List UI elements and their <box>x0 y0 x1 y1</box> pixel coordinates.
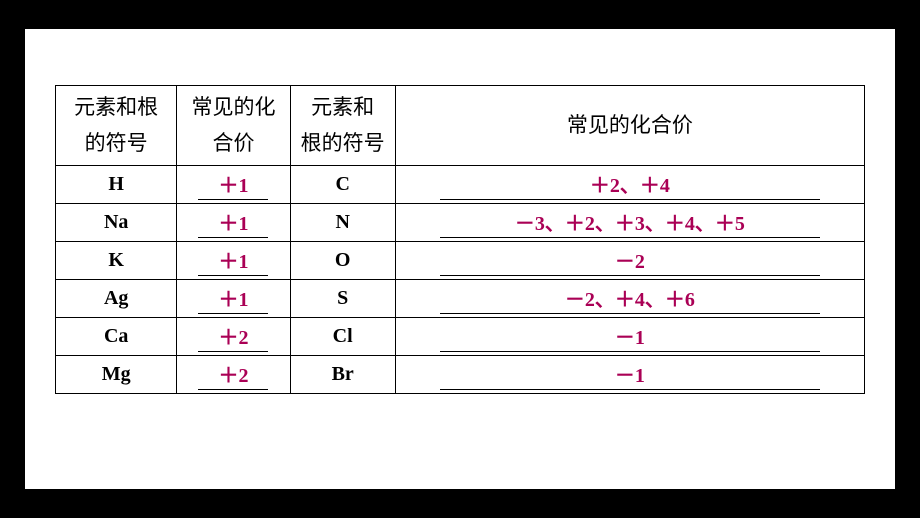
element-symbol: S <box>290 280 395 318</box>
valence-value: ＋1 <box>198 283 268 314</box>
valence-cell: ＋2 <box>177 356 290 394</box>
valence-value: ＋2 <box>198 321 268 352</box>
valence-value: －3、＋2、＋3、＋4、＋5 <box>440 207 820 238</box>
table-header-row: 元素和根的符号 常见的化合价 元素和根的符号 常见的化合价 <box>56 86 865 166</box>
element-symbol: Ag <box>56 280 177 318</box>
element-symbol: H <box>56 166 177 204</box>
valence-cell: －2 <box>395 242 864 280</box>
table-row: H ＋1 C ＋2、＋4 <box>56 166 865 204</box>
valence-cell: ＋1 <box>177 204 290 242</box>
valence-cell: －1 <box>395 356 864 394</box>
header-valence-1: 常见的化合价 <box>177 86 290 166</box>
page-container: 元素和根的符号 常见的化合价 元素和根的符号 常见的化合价 H ＋1 C ＋2、… <box>25 29 895 489</box>
valence-cell: －1 <box>395 318 864 356</box>
element-symbol: Mg <box>56 356 177 394</box>
valence-value: ＋1 <box>198 169 268 200</box>
header-symbol-2: 元素和根的符号 <box>290 86 395 166</box>
header-symbol-1: 元素和根的符号 <box>56 86 177 166</box>
element-symbol: C <box>290 166 395 204</box>
valence-value: ＋1 <box>198 207 268 238</box>
table-row: Mg ＋2 Br －1 <box>56 356 865 394</box>
table-row: Ag ＋1 S －2、＋4、＋6 <box>56 280 865 318</box>
header-valence-2: 常见的化合价 <box>395 86 864 166</box>
valence-value: －2 <box>440 245 820 276</box>
element-symbol: Br <box>290 356 395 394</box>
valence-value: ＋2 <box>198 359 268 390</box>
valence-cell: －2、＋4、＋6 <box>395 280 864 318</box>
element-symbol: N <box>290 204 395 242</box>
table-row: Na ＋1 N －3、＋2、＋3、＋4、＋5 <box>56 204 865 242</box>
valence-value: －1 <box>440 359 820 390</box>
valence-cell: －3、＋2、＋3、＋4、＋5 <box>395 204 864 242</box>
table-row: Ca ＋2 Cl －1 <box>56 318 865 356</box>
valence-cell: ＋2、＋4 <box>395 166 864 204</box>
valence-value: ＋2、＋4 <box>440 169 820 200</box>
table-row: K ＋1 O －2 <box>56 242 865 280</box>
valence-table: 元素和根的符号 常见的化合价 元素和根的符号 常见的化合价 H ＋1 C ＋2、… <box>55 85 865 394</box>
element-symbol: K <box>56 242 177 280</box>
valence-value: －2、＋4、＋6 <box>440 283 820 314</box>
valence-cell: ＋2 <box>177 318 290 356</box>
element-symbol: O <box>290 242 395 280</box>
valence-cell: ＋1 <box>177 242 290 280</box>
element-symbol: Na <box>56 204 177 242</box>
element-symbol: Ca <box>56 318 177 356</box>
valence-value: －1 <box>440 321 820 352</box>
valence-value: ＋1 <box>198 245 268 276</box>
valence-cell: ＋1 <box>177 166 290 204</box>
valence-cell: ＋1 <box>177 280 290 318</box>
element-symbol: Cl <box>290 318 395 356</box>
